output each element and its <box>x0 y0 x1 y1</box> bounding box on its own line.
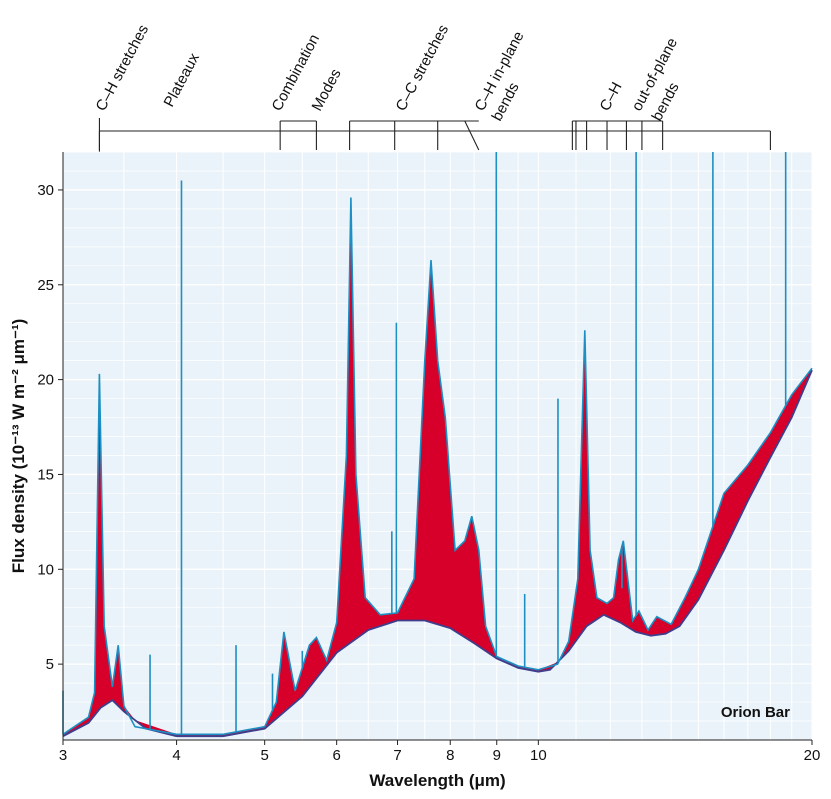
x-tick-label: 4 <box>172 747 180 764</box>
band-bracket-tick <box>464 120 480 151</box>
band-label: Plateaux <box>161 50 204 110</box>
feature-area <box>63 197 812 737</box>
band-label: Modes <box>309 66 345 114</box>
x-tick-label: 8 <box>446 747 454 764</box>
annotation-label: Orion Bar <box>721 704 790 721</box>
x-tick-label: 6 <box>332 747 340 764</box>
x-tick-label: 5 <box>261 747 269 764</box>
band-label: C–H <box>597 79 626 113</box>
axes: 3 4 5 6 7 8 9 10 20 5 10 15 20 25 30 <box>37 152 820 764</box>
band-label: C–H stretches <box>93 22 153 114</box>
band-label: C–C stretches <box>393 22 453 114</box>
y-tick-label: 30 <box>37 182 54 199</box>
y-tick-label: 10 <box>37 561 54 578</box>
y-tick-label: 25 <box>37 277 54 294</box>
spectrum-line <box>62 197 813 736</box>
y-tick-label: 5 <box>46 656 54 673</box>
y-tick-label: 20 <box>37 372 54 389</box>
x-tick-label: 20 <box>804 747 821 764</box>
y-tick-label: 15 <box>37 466 54 483</box>
x-tick-label: 3 <box>59 747 67 764</box>
continuum-line <box>62 369 813 738</box>
x-tick-label: 10 <box>530 747 547 764</box>
y-axis-label: Flux density (10⁻¹³ W m⁻² μm⁻¹) <box>9 319 28 574</box>
x-tick-label: 9 <box>493 747 501 764</box>
x-axis-label: Wavelength (μm) <box>369 771 505 790</box>
plot-area <box>62 152 813 738</box>
x-tick-label: 7 <box>393 747 401 764</box>
